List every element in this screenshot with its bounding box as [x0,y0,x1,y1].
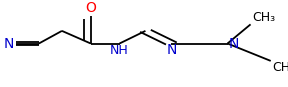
Text: N: N [166,44,177,58]
Text: CH₃: CH₃ [272,61,288,74]
Text: CH₃: CH₃ [252,11,275,24]
Text: O: O [85,1,96,15]
Text: N: N [3,37,14,50]
Text: N: N [229,37,239,50]
Text: NH: NH [110,44,129,57]
